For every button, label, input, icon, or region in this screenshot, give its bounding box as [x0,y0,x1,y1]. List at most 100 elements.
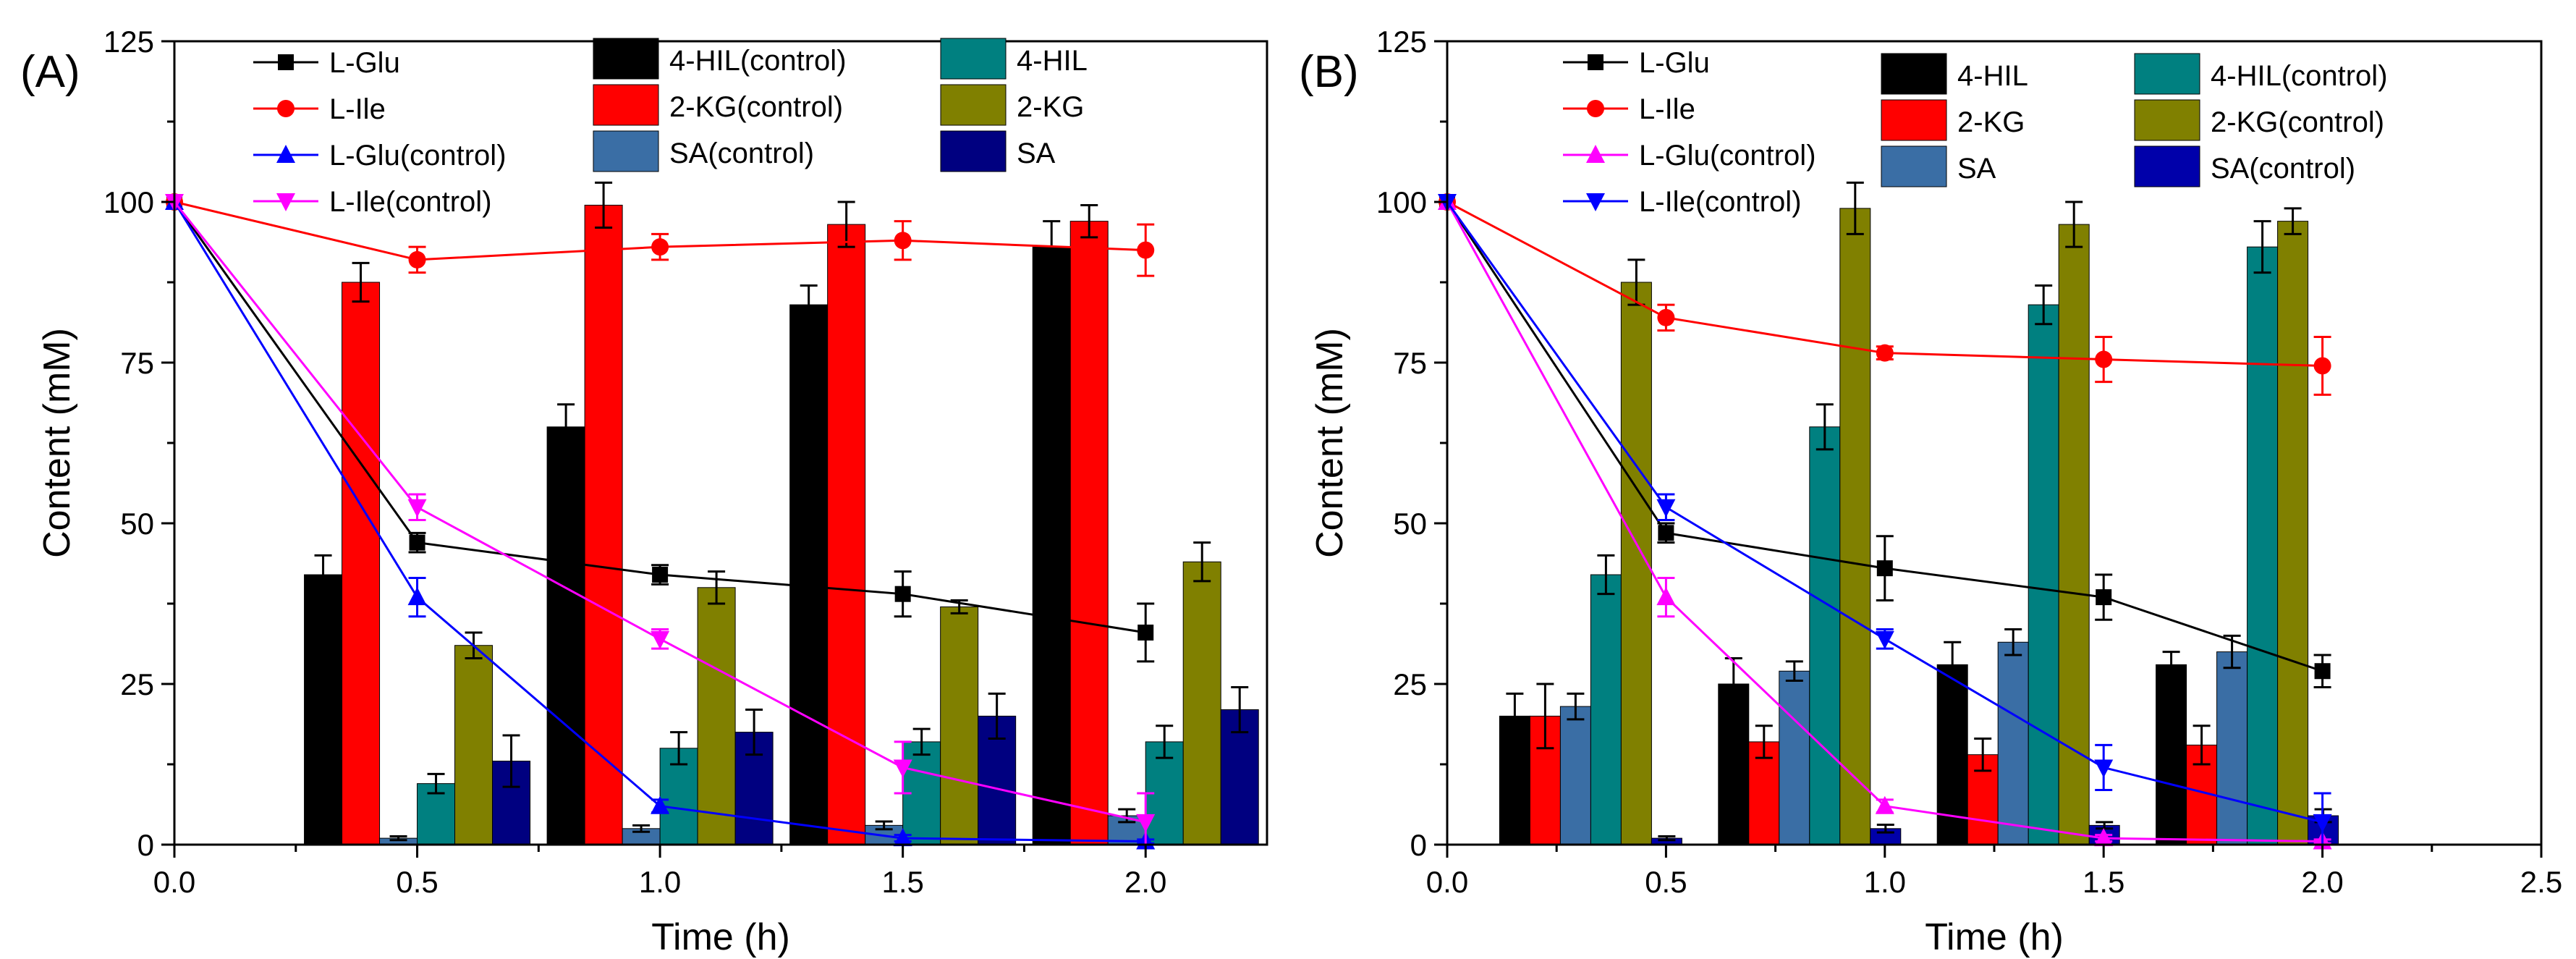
point-L-Ile [651,238,669,256]
bar-2-KG(control) [2058,224,2090,845]
x-tick-label: 2.0 [1124,865,1166,899]
legend-bar-swatch [2134,99,2200,141]
bar-2-KG(control) [342,282,381,845]
x-axis-title: Time (h) [1925,916,2064,958]
point-L-Ile(control) [407,499,427,517]
legend-bar-swatch [2134,53,2200,95]
point-L-Ile(control) [1875,630,1894,649]
x-tick-label: 1.0 [639,865,681,899]
y-axis-title: Content (mM) [36,328,78,558]
y-tick-label: 125 [1376,25,1427,59]
legend-marker [276,193,295,211]
point-L-Ile(control) [1656,499,1676,517]
bar-2-KG [697,587,736,845]
legend-marker [1586,193,1605,211]
bar-SA [2216,651,2248,845]
legend-label: SA(control) [2211,153,2355,185]
point-L-Ile(control) [2094,759,2114,778]
point-L-Glu [652,567,669,583]
legend-label: L-Glu [1639,47,1710,79]
legend-label: 2-KG(control) [669,91,843,123]
x-axis-title: Time (h) [651,916,790,958]
x-tick-label: 0.0 [153,865,195,899]
legend-marker [276,145,295,163]
bar-2-KG [940,606,979,845]
legend-label: 4-HIL(control) [669,45,847,77]
point-L-Ile [894,232,912,250]
legend-bar-swatch [940,130,1007,172]
bar-4-HIL(control) [2247,246,2279,845]
point-L-Ile(control) [651,630,670,649]
legend-label: 4-HIL [1957,60,2028,92]
y-tick-label: 25 [120,667,154,701]
legend-label: 4-HIL(control) [2211,60,2388,92]
legend-label: SA [1017,138,1056,169]
bar-4-HIL(control) [1809,426,1841,845]
y-tick-label: 25 [1393,667,1427,701]
x-tick-label: 0.5 [1645,865,1687,899]
legend-marker [277,100,295,117]
legend-label: 2-KG [1017,91,1084,123]
legend-bar-swatch [1881,99,1947,141]
y-tick-label: 50 [1393,507,1427,541]
bar-4-HIL(control) [1590,574,1622,845]
y-tick-label: 100 [103,185,154,219]
point-L-Glu [2096,589,2112,606]
bar-4-HIL [2156,664,2187,845]
bar-2-KG(control) [2277,221,2309,845]
point-L-Glu [894,586,911,602]
x-tick-label: 2.5 [2520,865,2562,899]
panel-b: (B) 0 25 50 75 100 125 0.0 0.5 1.0 1.5 2.0 2.5 Time (… [1299,25,2562,958]
y-tick-label: 0 [137,828,154,862]
point-L-Glu(control) [1656,587,1676,606]
point-L-Ile [2095,350,2113,368]
legend-marker [278,54,294,70]
legend-bar-swatch [593,84,659,126]
y-tick-label: 50 [120,507,154,541]
y-tick-label: 0 [1410,828,1427,862]
x-tick-label: 1.5 [2083,865,2124,899]
bar-SA [1779,670,1810,845]
bar-4-HIL(control) [1032,246,1071,845]
y-tick-label: 100 [1376,185,1427,219]
legend-bar-swatch [593,130,659,172]
point-L-Glu(control) [1875,795,1894,814]
legend-bar-swatch [1881,145,1947,187]
point-L-Ile [408,250,426,269]
bar-4-HIL(control) [789,304,829,845]
x-tick-label: 1.0 [1864,865,1906,899]
legend-marker [1588,54,1603,70]
panel-label: (A) [20,47,80,97]
point-L-Ile(control) [1136,814,1156,832]
legend-label: L-Ile(control) [329,186,492,218]
legend-label: L-Glu(control) [1639,140,1816,172]
point-L-Glu [1137,624,1154,641]
legend-label: 2-KG [1957,106,2025,138]
bar-2-KG(control) [1839,208,1871,845]
legend-bar-swatch [940,38,1007,80]
point-L-Glu(control) [2094,828,2114,847]
point-L-Ile [1657,308,1675,326]
legend-label: L-Glu [329,47,400,79]
legend-marker [1587,100,1604,117]
legend-label: SA(control) [669,138,814,169]
x-tick-label: 0.5 [396,865,438,899]
point-L-Ile(control) [893,759,912,778]
legend-label: L-Ile [329,93,386,125]
point-L-Glu [1876,560,1893,577]
bar-2-KG [454,645,493,845]
legend-marker [1586,145,1605,163]
bar-2-KG [1182,561,1221,845]
panel-label: (B) [1299,47,1359,97]
point-L-Glu(control) [407,587,427,606]
legend-bar-swatch [2134,145,2200,187]
point-L-Glu(control) [893,828,912,847]
legend-label: L-Ile [1639,93,1695,125]
point-L-Ile [2313,357,2331,375]
legend-bar-swatch [940,84,1007,126]
y-tick-label: 125 [103,25,154,59]
legend-label: L-Glu(control) [329,140,507,172]
point-L-Glu [409,534,425,551]
point-L-Ile(control) [2313,814,2332,832]
